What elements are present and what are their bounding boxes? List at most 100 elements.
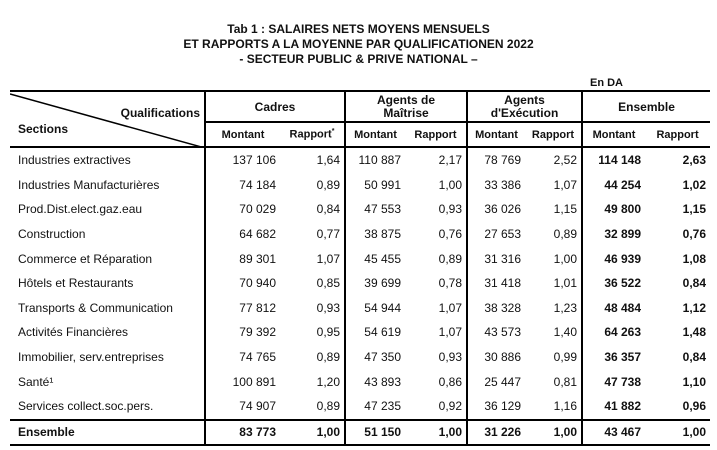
header-corner: Qualifications Sections: [10, 90, 205, 148]
section-name: Services collect.soc.pers.: [18, 399, 154, 414]
table-row: Immobilier, serv.entreprises 74 765 0,89 47…: [10, 344, 710, 370]
montant-cell: 43 467: [581, 418, 646, 446]
table-row: Commerce et Réparation 89 301 1,07 45 455 0,…: [10, 246, 710, 271]
montant-cell: 48 484: [581, 295, 646, 321]
rapport-cell: 1,15: [553, 202, 578, 217]
montant-cell: 31 226: [466, 418, 526, 446]
section-name: Ensemble: [10, 418, 205, 446]
rapport-cell: 1,00: [438, 177, 463, 192]
montant-cell: 79 392: [204, 320, 280, 345]
rapport-cell: 1,02: [682, 177, 707, 192]
rapport-cell: 0,85: [316, 276, 340, 291]
table-row: Transports & Communication 77 812 0,93 54 9…: [10, 295, 710, 321]
table-row: Prod.Dist.elect.gaz.eau 70 029 0,84 47 553 0…: [10, 197, 710, 222]
montant-cell: 47 738: [581, 369, 646, 394]
rapport-header: Rapport*: [280, 121, 345, 148]
rapport-cell: 0,77: [316, 227, 340, 242]
rapport-cell: 0,93: [438, 202, 463, 217]
montant-cell: 36 522: [581, 270, 646, 296]
montant-cell: 54 619: [344, 320, 405, 345]
montant-cell: 33 386: [466, 172, 526, 198]
montant-cell: 44 254: [581, 172, 646, 198]
rapport-cell: 0,99: [553, 350, 578, 365]
section-name: Immobilier, serv.entreprises: [18, 350, 164, 365]
rapport-cell: 1,23: [553, 300, 578, 315]
rapport-cell: 1,48: [682, 325, 707, 340]
rapport-cell: 1,00: [645, 418, 711, 446]
montant-cell: 83 773: [204, 418, 280, 446]
montant-cell: 89 301: [204, 246, 280, 271]
montant-cell: 78 769: [466, 147, 526, 173]
montant-cell: 64 682: [204, 221, 280, 247]
montant-cell: 36 026: [466, 197, 526, 222]
montant-cell: 77 812: [204, 295, 280, 321]
rapport-cell: 0,76: [682, 227, 707, 242]
montant-cell: 30 886: [466, 344, 526, 370]
montant-cell: 32 899: [581, 221, 646, 247]
qualifications-label: Qualifications: [120, 106, 200, 120]
salary-table: Qualifications Sections Cadres Agents de…: [10, 90, 711, 446]
rapport-cell: 0,89: [316, 350, 340, 365]
montant-cell: 49 800: [581, 197, 646, 222]
montant-cell: 54 944: [344, 295, 405, 321]
rapport-cell: 0,89: [316, 399, 340, 414]
montant-cell: 64 263: [581, 320, 646, 345]
montant-cell: 38 328: [466, 295, 526, 321]
montant-header: Montant: [581, 121, 646, 148]
sections-label: Sections: [18, 122, 69, 136]
rapport-label: Rapport: [414, 128, 457, 141]
title-line-2: ET RAPPORTS A LA MOYENNE PAR QUALIFICATI…: [183, 37, 534, 51]
table-row: Hôtels et Restaurants 70 940 0,85 39 699 0,7…: [10, 270, 710, 296]
rapport-cell: 1,07: [438, 325, 463, 340]
group-header: Agents de Maîtrise: [343, 90, 468, 122]
rapport-cell: 0,81: [553, 374, 578, 389]
montant-cell: 51 150: [344, 418, 405, 446]
table-row: Industries Manufacturières 74 184 0,89 50 9…: [10, 172, 710, 198]
montant-cell: 41 882: [581, 393, 646, 420]
montant-cell: 27 653: [466, 221, 526, 247]
section-name: Prod.Dist.elect.gaz.eau: [18, 202, 143, 217]
rapport-cell: 0,96: [682, 399, 707, 414]
rapport-header: Rapport: [525, 121, 583, 148]
section-name: Industries Manufacturières: [18, 177, 160, 192]
rapport-cell: 1,10: [682, 374, 707, 389]
rapport-cell: 1,07: [438, 300, 463, 315]
table-title: Tab 1 : SALAIRES NETS MOYENS MENSUELS ET…: [0, 22, 717, 67]
rapport-cell: 0,89: [316, 177, 340, 192]
table-row: Activités Financières 79 392 0,95 54 619 1,0…: [10, 320, 710, 345]
rapport-cell: 0,93: [316, 300, 340, 315]
rapport-cell: 1,40: [553, 325, 578, 340]
rapport-cell: 0,86: [438, 374, 463, 389]
rapport-cell: 1,12: [682, 300, 707, 315]
montant-cell: 74 765: [204, 344, 280, 370]
montant-cell: 47 235: [344, 393, 405, 420]
rapport-cell: 0,93: [438, 350, 463, 365]
section-name: Hôtels et Restaurants: [18, 276, 134, 291]
montant-cell: 70 940: [204, 270, 280, 296]
montant-cell: 43 893: [344, 369, 405, 394]
table-row: Ensemble 83 773 1,00 51 150 1,00 31 226 1,00 43…: [10, 418, 711, 446]
montant-cell: 25 447: [466, 369, 526, 394]
title-line-1: Tab 1 : SALAIRES NETS MOYENS MENSUELS: [227, 22, 490, 36]
montant-cell: 74 184: [204, 172, 280, 198]
group-header: Ensemble: [581, 90, 711, 122]
montant-header: Montant: [204, 121, 280, 148]
rapport-label: Rapport: [531, 128, 575, 141]
montant-cell: 74 907: [204, 393, 280, 420]
montant-cell: 50 991: [344, 172, 405, 198]
rapport-cell: 1,00: [405, 418, 468, 446]
rapport-cell: 1,07: [553, 177, 578, 192]
table-row: Industries extractives 137 106 1,64 110 887…: [10, 147, 710, 173]
group-header: Cadres: [204, 90, 345, 122]
rapport-cell: 1,01: [553, 276, 578, 291]
montant-cell: 36 357: [581, 344, 646, 370]
montant-cell: 70 029: [204, 197, 280, 222]
rapport-cell: 0,84: [682, 276, 707, 291]
rapport-cell: 2,17: [438, 153, 463, 168]
rapport-header: Rapport: [405, 121, 468, 148]
rapport-cell: 1,20: [316, 374, 340, 389]
rapport-cell: 1,08: [682, 251, 707, 266]
rapport-cell: 2,63: [682, 153, 707, 168]
montant-cell: 39 699: [344, 270, 405, 296]
section-name: Construction: [18, 227, 86, 242]
